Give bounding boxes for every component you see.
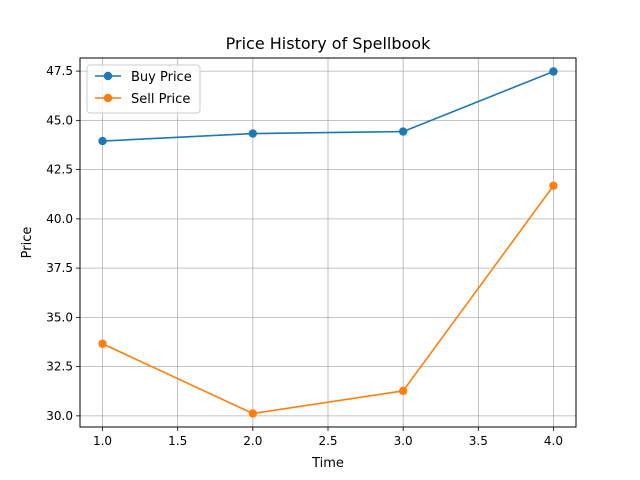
- y-axis-label: Price: [20, 227, 35, 259]
- legend-buy-price-marker: [104, 72, 112, 80]
- x-tick-label: 4.0: [544, 434, 563, 448]
- buy-price-point: [98, 137, 106, 145]
- chart-title: Price History of Spellbook: [226, 34, 431, 53]
- buy-price-point: [549, 67, 557, 75]
- y-tick-label: 32.5: [46, 360, 73, 374]
- legend-sell-price-marker: [104, 94, 112, 102]
- y-tick-label: 37.5: [46, 261, 73, 275]
- y-tick-label: 42.5: [46, 163, 73, 177]
- y-tick-label: 30.0: [46, 409, 73, 423]
- legend: Buy Price Sell Price: [87, 65, 200, 113]
- sell-price-point: [249, 409, 257, 417]
- y-tick-label: 35.0: [46, 310, 73, 324]
- x-tick-label: 3.5: [469, 434, 488, 448]
- x-tick-label: 3.0: [394, 434, 413, 448]
- legend-buy-price-label: Buy Price: [131, 70, 192, 85]
- x-axis-label: Time: [311, 456, 344, 471]
- buy-price-point: [399, 127, 407, 135]
- x-tick-label: 1.5: [168, 434, 187, 448]
- legend-sell-price-label: Sell Price: [131, 92, 190, 107]
- y-tick-label: 47.5: [46, 64, 73, 78]
- y-tick-label: 45.0: [46, 113, 73, 127]
- sell-price-point: [98, 340, 106, 348]
- buy-price-point: [249, 129, 257, 137]
- x-tick-label: 1.0: [93, 434, 112, 448]
- x-tick-label: 2.5: [318, 434, 337, 448]
- sell-price-point: [549, 182, 557, 190]
- sell-price-point: [399, 387, 407, 395]
- y-tick-label: 40.0: [46, 212, 73, 226]
- x-tick-label: 2.0: [243, 434, 262, 448]
